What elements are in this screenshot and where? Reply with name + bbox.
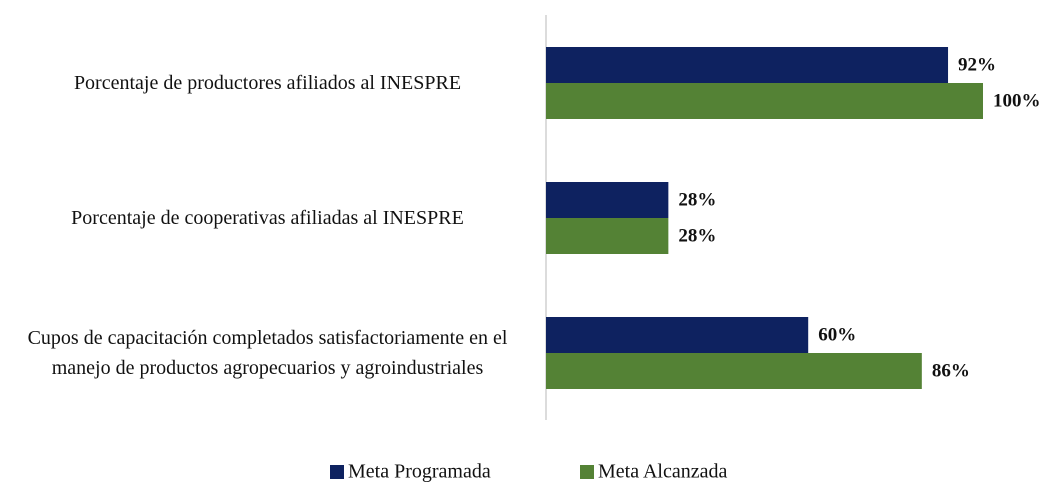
legend-label: Meta Programada [348, 461, 491, 483]
value-label: 28% [678, 189, 716, 210]
value-label: 86% [932, 360, 970, 381]
bar [546, 47, 949, 83]
legend-swatch [330, 465, 344, 479]
legend-label: Meta Alcanzada [598, 461, 727, 483]
bar [546, 353, 922, 389]
value-label: 60% [818, 324, 856, 345]
category-label: Porcentaje de cooperativas afiliadas al … [71, 207, 464, 229]
bar [546, 182, 669, 218]
category-label: Porcentaje de productores afiliados al I… [73, 72, 462, 94]
value-label: 100% [993, 90, 1041, 111]
value-label: 28% [678, 225, 716, 246]
category-label: Cupos de capacitación completados satisf… [27, 327, 508, 379]
legend-swatch [580, 465, 594, 479]
bar [546, 218, 669, 254]
bar [546, 83, 983, 119]
bar [546, 317, 809, 353]
value-label: 92% [958, 54, 996, 75]
